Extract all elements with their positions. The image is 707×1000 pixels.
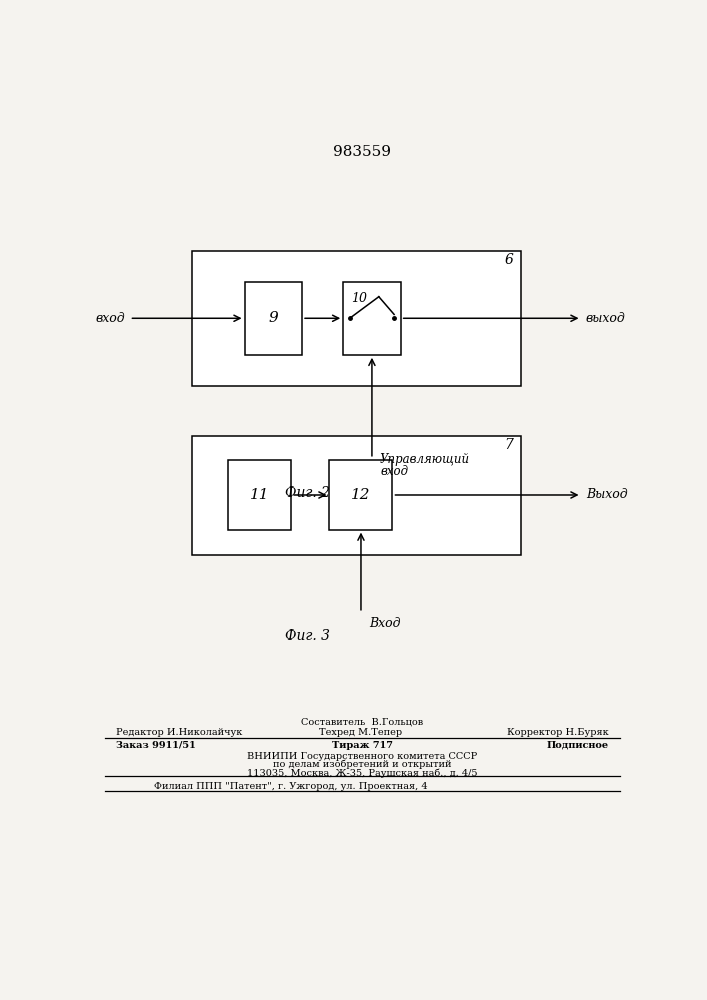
Bar (192, 436, 521, 555)
Text: 10: 10 (351, 292, 368, 305)
Text: 6: 6 (505, 253, 513, 267)
Text: Редактор И.Николайчук: Редактор И.Николайчук (116, 728, 242, 737)
Text: 9: 9 (269, 311, 278, 325)
Text: Корректор Н.Буряк: Корректор Н.Буряк (507, 728, 609, 737)
Text: 7: 7 (505, 438, 513, 452)
Text: Управляющий: Управляющий (380, 453, 470, 466)
Text: 12: 12 (351, 488, 370, 502)
Text: Подписное: Подписное (547, 741, 609, 750)
Text: выход: выход (586, 312, 626, 325)
Bar (228, 460, 291, 530)
Text: Составитель  В.Гольцов: Составитель В.Гольцов (301, 718, 423, 727)
Bar (343, 282, 401, 355)
Text: по делам изобретений и открытий: по делам изобретений и открытий (273, 760, 452, 769)
Text: Заказ 9911/51: Заказ 9911/51 (116, 741, 196, 750)
Bar (192, 251, 521, 386)
Text: Техред М.Тепер: Техред М.Тепер (319, 728, 402, 737)
Text: вход: вход (95, 312, 125, 325)
Text: Фиг. 2: Фиг. 2 (285, 486, 330, 500)
Text: Вход: Вход (369, 617, 401, 630)
Text: 983559: 983559 (333, 145, 392, 159)
Text: 113035, Москва, Ж-35, Раушская наб., д. 4/5: 113035, Москва, Ж-35, Раушская наб., д. … (247, 768, 478, 778)
Text: ВНИИПИ Государственного комитета СССР: ВНИИПИ Государственного комитета СССР (247, 752, 477, 761)
Text: Филиал ППП "Патент", г. Ужгород, ул. Проектная, 4: Филиал ППП "Патент", г. Ужгород, ул. Про… (154, 782, 428, 791)
Text: Фиг. 3: Фиг. 3 (285, 629, 330, 643)
Text: Тираж 717: Тираж 717 (332, 741, 393, 750)
Text: 11: 11 (250, 488, 269, 502)
Bar (329, 460, 392, 530)
Text: вход: вход (380, 465, 408, 478)
Text: Выход: Выход (586, 488, 628, 501)
Bar (245, 282, 302, 355)
